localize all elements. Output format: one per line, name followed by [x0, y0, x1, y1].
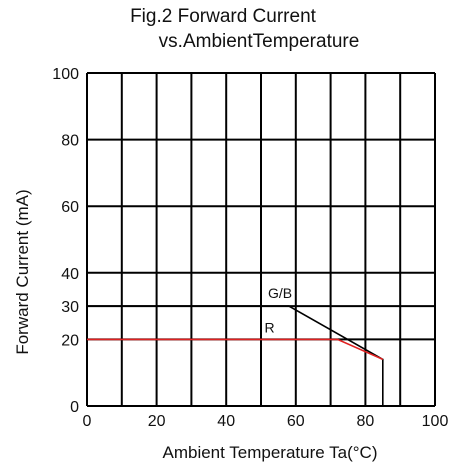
x-axis-label: Ambient Temperature Ta(°C) [163, 443, 378, 462]
x-tick-label: 40 [217, 413, 235, 430]
y-tick-label: 40 [61, 266, 79, 283]
x-tick-labels: 0 20 40 60 80 100 [83, 413, 449, 430]
x-tick-label: 20 [148, 413, 166, 430]
series-line-r [87, 338, 384, 361]
chart-title-line1: Fig.2 Forward Current [130, 6, 316, 27]
y-tick-label: 100 [52, 66, 79, 83]
y-tick-labels: 0 20 30 40 60 80 100 [52, 66, 79, 416]
x-tick-label: 0 [83, 413, 92, 430]
series-label-gb: G/B [268, 285, 292, 301]
x-tick-label: 100 [422, 413, 449, 430]
series-label-r: R [264, 320, 274, 336]
chart-title-line2: vs.AmbientTemperature [158, 31, 360, 52]
x-tick-label: 60 [287, 413, 305, 430]
y-tick-label: 60 [61, 199, 79, 216]
y-tick-label: 30 [61, 299, 79, 316]
series-group: G/B R [87, 285, 384, 406]
x-tick-label: 80 [357, 413, 375, 430]
y-tick-label: 80 [61, 133, 79, 150]
grid [86, 72, 436, 407]
series-line-g-b [87, 305, 384, 406]
y-tick-label: 20 [61, 332, 79, 349]
y-axis-label: Forward Current (mA) [13, 189, 32, 354]
y-tick-label: 0 [70, 399, 79, 416]
